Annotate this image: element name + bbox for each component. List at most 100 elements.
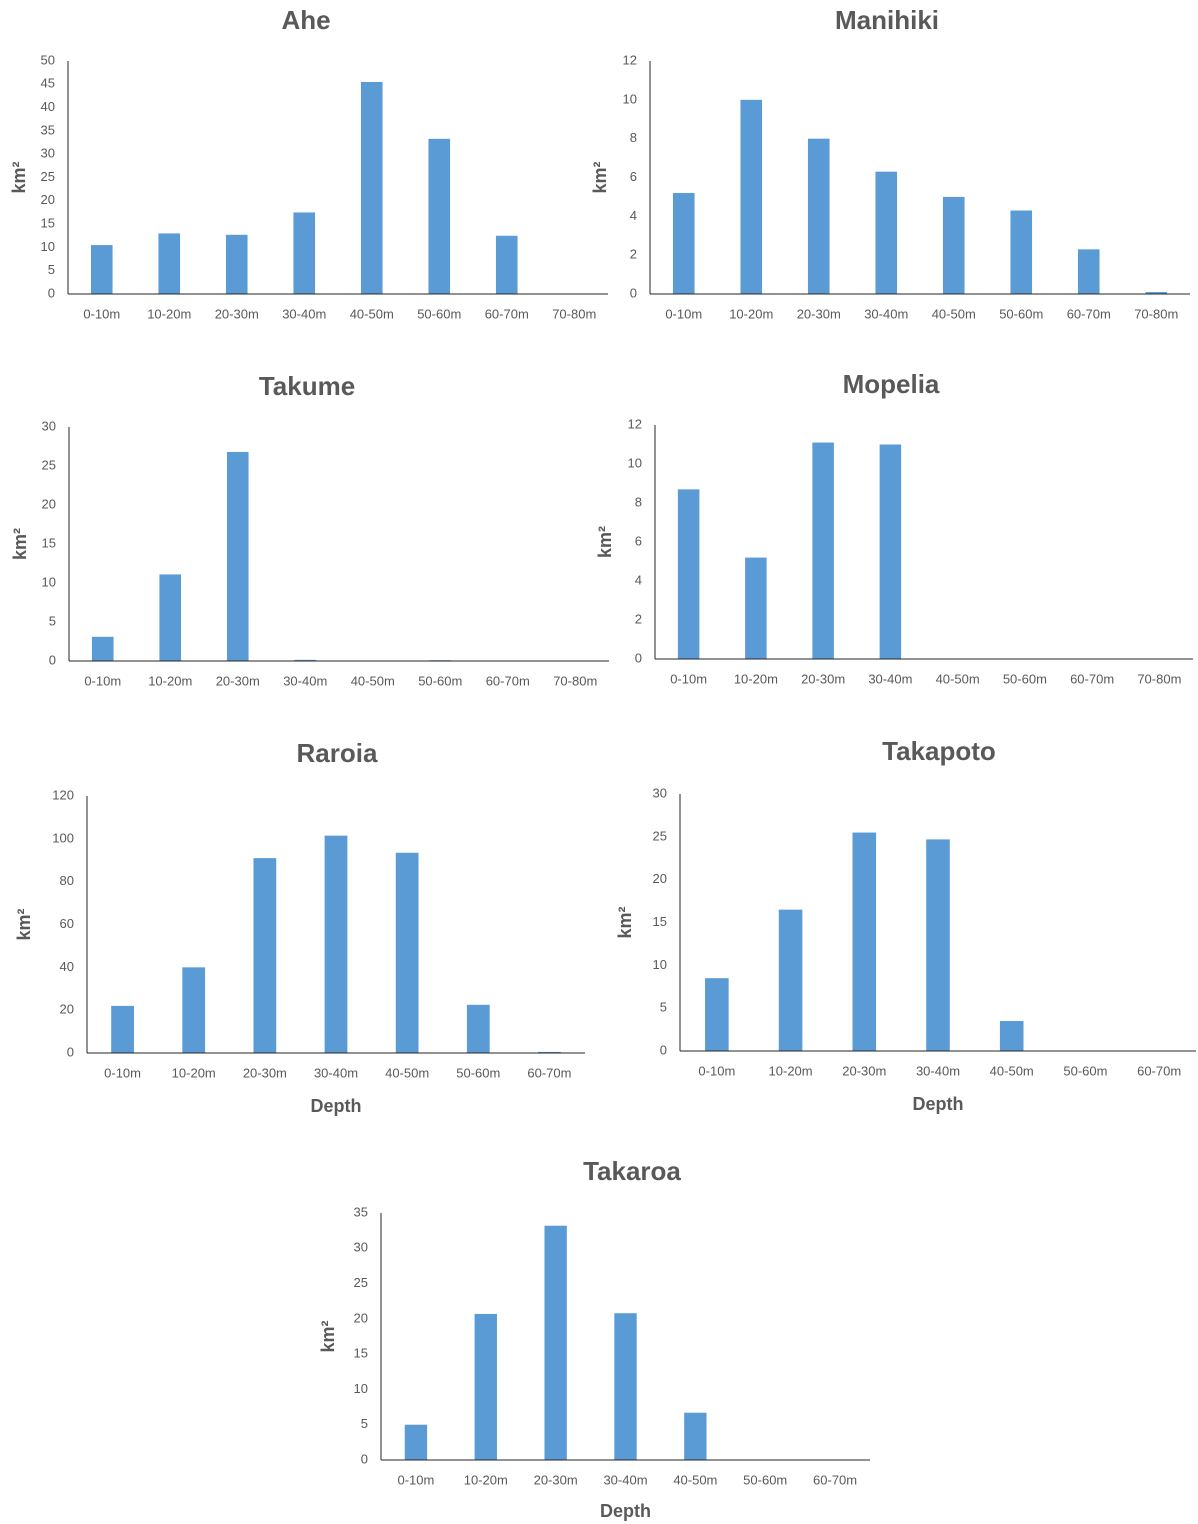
x-tick-label: 20-30m	[842, 1063, 886, 1078]
y-tick-label: 0	[361, 1451, 368, 1466]
y-tick-label: 25	[41, 169, 55, 184]
y-tick-label: 10	[42, 574, 56, 589]
chart-3-panel: Mopelia 0 2 4 6 8 10 12 0-10m 10-20m 20-30m 30-40m 4…	[595, 369, 1193, 686]
bar-30-40m	[875, 171, 898, 294]
x-tick-label: 40-50m	[351, 673, 395, 688]
y-tick-label: 4	[630, 208, 637, 223]
x-tick-label: 40-50m	[932, 306, 976, 321]
y-tick-label: 30	[653, 785, 667, 800]
bar-30-40m	[879, 444, 902, 659]
x-tick-label: 0-10m	[397, 1472, 434, 1487]
y-tick-label: 30	[354, 1240, 368, 1255]
x-tick-label: 30-40m	[314, 1065, 358, 1080]
bar-50-60m	[1010, 210, 1033, 294]
y-tick-label: 0	[635, 650, 642, 665]
x-tick-label: 30-40m	[868, 671, 912, 686]
y-tick-label: 15	[41, 216, 55, 231]
y-axis-label: km²	[590, 161, 610, 193]
y-tick-label: 12	[628, 416, 642, 431]
x-tick-label: 50-60m	[999, 306, 1043, 321]
x-tick-label: 60-70m	[813, 1472, 857, 1487]
y-tick-label: 15	[653, 914, 667, 929]
y-tick-label: 45	[41, 76, 55, 91]
y-tick-label: 120	[52, 787, 74, 802]
y-tick-label: 8	[635, 494, 642, 509]
bar-10-20m	[740, 99, 763, 294]
x-tick-label: 60-70m	[1067, 306, 1111, 321]
x-tick-label: 0-10m	[84, 673, 121, 688]
chart-5-panel: Takapoto 0 5 10 15 20 25 30 0-10m 10-20m 20-30m 30-…	[615, 736, 1196, 1114]
bar-40-50m	[999, 1021, 1024, 1051]
bar-10-20m	[474, 1313, 497, 1460]
y-tick-label: 10	[41, 239, 55, 254]
x-tick-label: 30-40m	[916, 1063, 960, 1078]
y-tick-label: 5	[361, 1416, 368, 1431]
x-tick-label: 20-30m	[534, 1472, 578, 1487]
x-tick-label: 30-40m	[603, 1472, 647, 1487]
bar-50-60m	[466, 1004, 490, 1053]
bar-50-60m	[428, 138, 451, 294]
y-tick-label: 10	[653, 957, 667, 972]
chart-title: Raroia	[297, 738, 378, 768]
y-tick-label: 5	[660, 1000, 667, 1015]
y-axis-label: km²	[10, 528, 30, 560]
y-tick-label: 30	[42, 418, 56, 433]
x-axis-label: Depth	[913, 1094, 964, 1114]
x-tick-label: 70-80m	[1137, 671, 1181, 686]
bar-20-30m	[253, 858, 277, 1053]
x-tick-label: 10-20m	[729, 306, 773, 321]
bar-30-40m	[324, 835, 348, 1053]
chart-title: Ahe	[281, 5, 330, 35]
y-tick-label: 15	[354, 1346, 368, 1361]
x-tick-label: 0-10m	[83, 306, 120, 321]
bar-30-40m	[294, 659, 317, 661]
bar-0-10m	[705, 978, 729, 1051]
y-tick-label: 2	[630, 247, 637, 262]
bar-20-30m	[226, 451, 249, 661]
y-tick-label: 100	[52, 830, 74, 845]
y-tick-label: 20	[42, 496, 56, 511]
y-tick-label: 25	[653, 828, 667, 843]
y-tick-label: 0	[630, 285, 637, 300]
x-tick-label: 60-70m	[485, 306, 529, 321]
x-tick-label: 0-10m	[104, 1065, 141, 1080]
bar-20-30m	[544, 1225, 567, 1460]
x-axis-label: Depth	[311, 1096, 362, 1116]
x-tick-label: 70-80m	[552, 306, 596, 321]
y-tick-label: 0	[49, 652, 56, 667]
y-tick-label: 80	[60, 873, 74, 888]
y-axis-label: km²	[318, 1320, 338, 1352]
y-tick-label: 15	[42, 535, 56, 550]
x-tick-label: 40-50m	[385, 1065, 429, 1080]
chart-title: Takume	[259, 371, 355, 401]
y-tick-label: 35	[354, 1204, 368, 1219]
x-tick-label: 20-30m	[801, 671, 845, 686]
chart-1-panel: Manihiki 0 2 4 6 8 10 12 0-10m 10-20m 20-30m 30-40m…	[590, 5, 1190, 321]
x-tick-label: 10-20m	[172, 1065, 216, 1080]
x-tick-label: 40-50m	[350, 306, 394, 321]
bar-0-10m	[672, 193, 695, 294]
x-tick-label: 60-70m	[1070, 671, 1114, 686]
x-tick-label: 50-60m	[1003, 671, 1047, 686]
x-tick-label: 40-50m	[990, 1063, 1034, 1078]
x-tick-label: 50-60m	[456, 1065, 500, 1080]
x-axis-label: Depth	[600, 1501, 651, 1521]
x-tick-label: 60-70m	[1137, 1063, 1181, 1078]
x-tick-label: 50-60m	[743, 1472, 787, 1487]
y-tick-label: 0	[67, 1044, 74, 1059]
y-tick-label: 30	[41, 146, 55, 161]
y-axis-label: km²	[595, 526, 615, 558]
bar-10-20m	[158, 233, 181, 294]
y-tick-label: 4	[635, 572, 642, 587]
bar-40-50m	[395, 852, 419, 1053]
bar-10-20m	[745, 557, 767, 659]
y-tick-label: 20	[354, 1310, 368, 1325]
bar-0-10m	[677, 489, 700, 659]
y-tick-label: 10	[354, 1381, 368, 1396]
x-tick-label: 40-50m	[673, 1472, 717, 1487]
x-tick-label: 30-40m	[282, 306, 326, 321]
x-tick-label: 20-30m	[243, 1065, 287, 1080]
y-tick-label: 20	[60, 1002, 74, 1017]
y-tick-label: 6	[630, 169, 637, 184]
